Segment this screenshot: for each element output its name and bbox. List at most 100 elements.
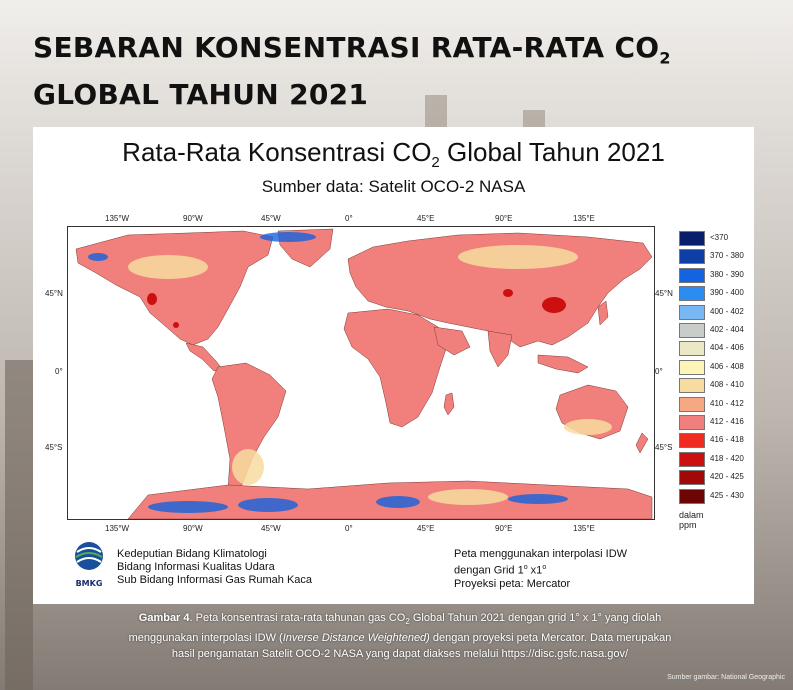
land-new-zealand bbox=[635, 432, 649, 454]
lon-tick-bottom: 90°W bbox=[183, 524, 203, 533]
mid-co2-patch bbox=[564, 419, 612, 435]
lon-tick-top: 135°W bbox=[105, 214, 130, 223]
legend-item: 418 - 420 bbox=[679, 451, 749, 467]
land-central-america bbox=[185, 342, 223, 372]
page-headline: SEBARAN KONSENTRASI RATA-RATA CO2 GLOBAL… bbox=[33, 31, 671, 111]
lon-tick-top: 45°E bbox=[417, 214, 435, 223]
legend-label: 410 - 412 bbox=[710, 398, 744, 408]
lon-tick-bottom: 0° bbox=[345, 524, 353, 533]
lon-tick-bottom: 90°E bbox=[495, 524, 513, 533]
legend-item: 390 - 400 bbox=[679, 286, 749, 302]
lat-tick-right: 45°S bbox=[655, 443, 673, 452]
legend-label: 425 - 430 bbox=[710, 490, 744, 500]
land-india bbox=[487, 330, 513, 368]
legend-swatch bbox=[679, 433, 705, 449]
legend-swatch bbox=[679, 488, 705, 504]
lat-tick-right: 0° bbox=[655, 367, 663, 376]
legend-label: 418 - 420 bbox=[710, 453, 744, 463]
legend-label: 404 - 406 bbox=[710, 343, 744, 353]
land-south-america bbox=[211, 362, 287, 498]
high-co2-hotspot bbox=[173, 322, 179, 328]
map-panel: Rata-Rata Konsentrasi CO2 Global Tahun 2… bbox=[33, 127, 754, 604]
lat-tick-right: 45°N bbox=[655, 289, 673, 298]
legend-item: 410 - 412 bbox=[679, 396, 749, 412]
mid-co2-patch bbox=[458, 245, 578, 269]
legend-swatch bbox=[679, 396, 705, 412]
map-title: Rata-Rata Konsentrasi CO2 Global Tahun 2… bbox=[122, 137, 665, 172]
legend-label: 408 - 410 bbox=[710, 380, 744, 390]
legend-item: 404 - 406 bbox=[679, 341, 749, 357]
high-co2-hotspot bbox=[147, 293, 157, 305]
land-se-asia bbox=[537, 354, 589, 374]
legend-swatch bbox=[679, 470, 705, 486]
low-co2-patch bbox=[508, 494, 568, 504]
land-japan bbox=[597, 300, 609, 326]
legend-item: <370 bbox=[679, 231, 749, 246]
legend-item: 408 - 410 bbox=[679, 378, 749, 394]
bmkg-logo-icon: BMKG bbox=[75, 542, 103, 588]
lon-tick-top: 0° bbox=[345, 214, 353, 223]
lon-tick-bottom: 45°E bbox=[417, 524, 435, 533]
land-arabia bbox=[433, 326, 471, 356]
legend-label: 390 - 400 bbox=[710, 288, 744, 298]
legend-label: 412 - 416 bbox=[710, 417, 744, 426]
legend-item: 425 - 430 bbox=[679, 488, 749, 504]
legend-item: 412 - 416 bbox=[679, 415, 749, 430]
legend-swatch bbox=[679, 415, 705, 430]
lat-tick-left: 0° bbox=[55, 367, 63, 376]
legend-label: 400 - 402 bbox=[710, 306, 744, 316]
lat-tick-left: 45°S bbox=[45, 443, 63, 452]
svg-text:BMKG: BMKG bbox=[76, 579, 103, 588]
mid-co2-patch bbox=[128, 255, 208, 279]
map-method-note: Peta menggunakan interpolasi IDW dengan … bbox=[454, 548, 628, 590]
legend-swatch bbox=[679, 378, 705, 394]
low-co2-patch bbox=[148, 501, 228, 513]
lat-tick-left: 45°N bbox=[45, 289, 63, 298]
legend-item: 402 - 404 bbox=[679, 323, 749, 338]
world-map bbox=[67, 226, 655, 520]
legend-item: 400 - 402 bbox=[679, 304, 749, 320]
low-co2-patch bbox=[376, 496, 420, 508]
map-subtitle: Sumber data: Satelit OCO-2 NASA bbox=[261, 177, 526, 196]
legend-item: 370 - 380 bbox=[679, 249, 749, 265]
land-north-america bbox=[75, 230, 274, 346]
legend-label: 370 - 380 bbox=[710, 251, 744, 261]
background-chimney bbox=[5, 360, 33, 690]
land-eurasia bbox=[347, 232, 653, 348]
lon-tick-bottom: 135°W bbox=[105, 524, 130, 533]
legend-label: 416 - 418 bbox=[710, 435, 744, 445]
low-co2-patch bbox=[88, 253, 108, 261]
legend-item: 406 - 408 bbox=[679, 359, 749, 375]
lon-tick-top: 135°E bbox=[573, 214, 595, 223]
low-co2-patch bbox=[238, 498, 298, 512]
lon-tick-bottom: 45°W bbox=[261, 524, 281, 533]
low-co2-patch bbox=[260, 232, 316, 242]
legend-swatch bbox=[679, 249, 705, 265]
mid-co2-patch bbox=[232, 449, 264, 485]
legend-swatch bbox=[679, 286, 705, 302]
land-africa bbox=[343, 308, 449, 428]
legend-unit: dalam ppm bbox=[679, 510, 704, 530]
high-co2-hotspot bbox=[542, 297, 566, 313]
legend-swatch bbox=[679, 231, 705, 246]
legend-label: <370 bbox=[710, 233, 729, 242]
legend-swatch bbox=[679, 359, 705, 375]
lon-tick-bottom: 135°E bbox=[573, 524, 595, 533]
high-co2-hotspot bbox=[503, 289, 513, 297]
legend-item: 420 - 425 bbox=[679, 470, 749, 486]
mid-co2-patch bbox=[428, 489, 508, 505]
legend-swatch bbox=[679, 323, 705, 338]
lon-tick-top: 90°W bbox=[183, 214, 203, 223]
image-credit: Sumber gambar: National Geographic bbox=[667, 674, 785, 681]
legend-swatch bbox=[679, 341, 705, 357]
lon-tick-top: 45°W bbox=[261, 214, 281, 223]
figure-caption: Gambar 4. Peta konsentrasi rata-rata tah… bbox=[128, 612, 672, 661]
legend-swatch bbox=[679, 267, 705, 283]
background-chimney bbox=[425, 95, 447, 135]
legend-item: 416 - 418 bbox=[679, 433, 749, 449]
org-info: Kedeputian Bidang Klimatologi Bidang Inf… bbox=[117, 548, 313, 586]
legend-label: 420 - 425 bbox=[710, 472, 744, 482]
legend-label: 406 - 408 bbox=[710, 361, 744, 371]
legend-label: 402 - 404 bbox=[710, 325, 744, 334]
legend-item: 380 - 390 bbox=[679, 267, 749, 283]
